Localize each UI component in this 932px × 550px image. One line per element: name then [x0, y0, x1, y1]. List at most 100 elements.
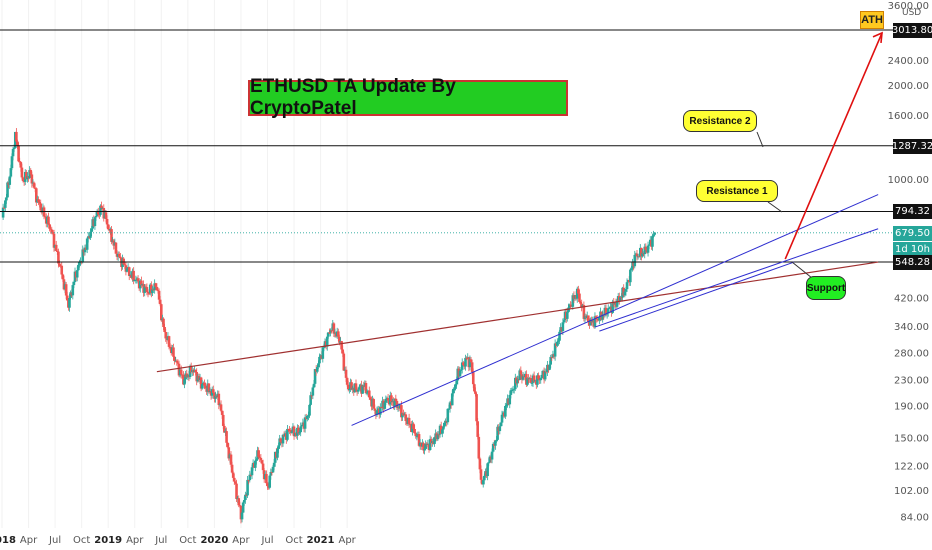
candle-body — [330, 330, 333, 332]
currency-label: USD — [902, 8, 922, 18]
y-tick-label: 84.00 — [900, 512, 929, 523]
y-tick-label: 150.00 — [894, 433, 929, 444]
candle-body — [556, 341, 559, 346]
candle-body — [358, 387, 361, 390]
candle-body — [158, 299, 162, 305]
candle-body — [428, 439, 432, 450]
candle-body — [143, 286, 147, 293]
candle-body — [620, 297, 623, 299]
candle-body — [415, 436, 419, 438]
y-tick-label: 102.00 — [894, 486, 929, 497]
x-tick-label: Oct — [179, 535, 196, 546]
candle-body — [412, 423, 415, 429]
candle-body — [33, 187, 37, 189]
candle-body — [96, 210, 100, 215]
candle-body — [227, 447, 231, 459]
candle-body — [132, 270, 135, 282]
candle-body — [393, 398, 397, 407]
candle-body — [350, 382, 353, 390]
x-tick-label: 2020 — [200, 535, 228, 546]
candle-body — [608, 307, 611, 309]
candle-body — [175, 360, 179, 363]
candle-body — [500, 414, 504, 423]
candle-body — [390, 395, 393, 403]
candle-body — [629, 269, 632, 283]
candle-body — [234, 481, 237, 484]
horizontal-levels — [0, 29, 893, 263]
candle-body — [498, 426, 502, 432]
candle-body — [312, 383, 316, 388]
candle-body — [379, 407, 382, 415]
resistance-2-callout: Resistance 2 — [683, 110, 757, 132]
candle-body — [21, 177, 25, 181]
candle-body — [281, 434, 285, 444]
candle-body — [468, 359, 472, 368]
candle-body — [183, 379, 186, 385]
candle-body — [402, 413, 405, 416]
candle-body — [241, 502, 245, 513]
candle-body — [504, 405, 507, 417]
candle-body — [298, 432, 301, 434]
candle-body — [220, 410, 224, 415]
candle-body — [240, 512, 244, 520]
candle-body — [579, 301, 582, 304]
x-tick-label: Jul — [48, 535, 61, 546]
candle-body — [424, 443, 427, 449]
candle-body — [156, 290, 160, 292]
candle-body — [413, 428, 416, 434]
candle-body — [167, 336, 171, 347]
support-trendline-2 — [594, 228, 879, 328]
candle-body — [17, 145, 20, 162]
candle-body — [8, 176, 12, 185]
candle-body — [582, 305, 586, 319]
candle-body — [450, 393, 454, 406]
candle-body — [625, 282, 629, 290]
x-tick-label: Apr — [20, 535, 38, 546]
candle-body — [105, 218, 109, 225]
candle-body — [526, 378, 529, 385]
candle-body — [647, 244, 651, 246]
candle-body — [258, 457, 262, 459]
resistance-2-pointer — [756, 131, 764, 148]
candle-body — [394, 398, 398, 402]
candle-body — [483, 475, 486, 481]
candle-body — [539, 378, 543, 381]
candle-body — [248, 474, 252, 481]
candle-body — [637, 256, 641, 258]
candle-body — [386, 398, 390, 401]
candle-body — [146, 292, 150, 294]
time-axis: 2018 Apr Jul Oct 2019 Apr Jul Oct 2020 Apr Jul Oct 2… — [0, 535, 357, 546]
candle-body — [464, 357, 467, 367]
y-tick-label: 1000.00 — [888, 175, 929, 186]
candle-body — [383, 402, 387, 409]
candle-body — [643, 246, 647, 255]
candle-body — [332, 323, 336, 334]
candle-body — [474, 391, 477, 395]
candle-body — [12, 147, 16, 150]
candle-body — [344, 369, 348, 378]
candle-body — [235, 483, 238, 499]
candle-body — [578, 293, 581, 302]
candle-body — [9, 168, 13, 177]
candle-body — [325, 336, 329, 347]
candle-body — [479, 469, 483, 480]
support-pointer — [791, 261, 813, 279]
x-tick-label: Apr — [338, 535, 356, 546]
candle-body — [289, 429, 293, 433]
candle-body — [50, 229, 54, 233]
candle-body — [203, 382, 206, 386]
candle-body — [487, 462, 491, 464]
candle-body — [94, 215, 98, 218]
candle-body — [140, 280, 143, 286]
candle-body — [440, 429, 444, 434]
y-tick-label: 190.00 — [894, 401, 929, 412]
candle-body — [290, 431, 294, 433]
candle-body — [200, 383, 204, 389]
candle-body — [259, 457, 263, 461]
candle-body — [179, 369, 183, 375]
candle-body — [553, 343, 557, 357]
candle-body — [486, 463, 489, 477]
candle-body — [646, 245, 650, 253]
x-tick-label: 2019 — [94, 535, 122, 546]
candle-body — [254, 460, 257, 468]
